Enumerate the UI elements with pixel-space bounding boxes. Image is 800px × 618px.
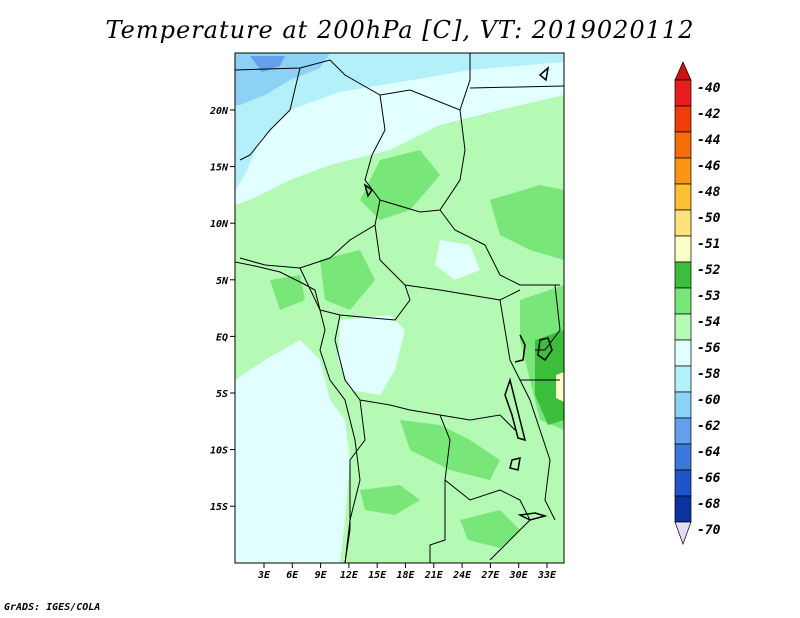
lat-label: 20N bbox=[209, 106, 229, 117]
country-borders bbox=[235, 53, 564, 563]
legend-label: -52 bbox=[697, 263, 721, 278]
legend-label: -60 bbox=[697, 393, 721, 408]
legend-label: -66 bbox=[697, 471, 721, 486]
color-legend: -40 -42 -44 -46 -48 -50 -51 -52 -53 -54 -56 -58 -60 -… bbox=[674, 61, 721, 546]
lat-label: 10S bbox=[210, 446, 228, 457]
legend-swatch bbox=[674, 209, 692, 237]
legend-label: -68 bbox=[697, 497, 721, 512]
legend-swatch bbox=[674, 495, 692, 523]
longitude-axis: 3E 6E 9E 12E 15E 18E 21E 24E 27E 30E 33E bbox=[257, 563, 557, 581]
legend-arrow-bottom bbox=[674, 521, 692, 546]
coastline bbox=[235, 261, 361, 563]
legend-swatch bbox=[674, 157, 692, 185]
region-minus54-congo bbox=[338, 315, 405, 395]
legend-label: -58 bbox=[697, 367, 721, 382]
lat-label: 15N bbox=[210, 163, 229, 174]
lon-label: 24E bbox=[452, 570, 472, 581]
lat-label: 5N bbox=[216, 276, 229, 287]
legend-label: -62 bbox=[697, 419, 721, 434]
lon-label: 21E bbox=[424, 570, 444, 581]
legend-swatch bbox=[674, 105, 692, 133]
lat-label: EQ bbox=[216, 332, 228, 343]
legend-label: -64 bbox=[697, 445, 721, 460]
legend-swatch bbox=[674, 417, 692, 445]
lon-label: 3E bbox=[257, 570, 271, 581]
map-fill bbox=[235, 53, 564, 563]
legend-swatch bbox=[674, 391, 692, 419]
legend-swatch bbox=[674, 313, 692, 341]
lon-label: 27E bbox=[480, 570, 500, 581]
lon-label: 6E bbox=[286, 570, 299, 581]
legend-label: -50 bbox=[697, 211, 721, 226]
lon-label: 15E bbox=[368, 570, 387, 581]
legend-label: -48 bbox=[697, 185, 721, 200]
map-title: Temperature at 200hPa [C], VT: 201902011… bbox=[105, 16, 695, 44]
legend-label: -44 bbox=[697, 133, 721, 148]
legend-swatch bbox=[674, 287, 692, 315]
legend-label: -70 bbox=[697, 523, 721, 538]
latitude-axis: 20N 15N 10N 5N EQ 5S 10S 15S bbox=[209, 106, 235, 513]
lat-label: 15S bbox=[210, 502, 228, 513]
legend-swatch bbox=[674, 339, 692, 367]
legend-label: -56 bbox=[697, 341, 721, 356]
legend-swatch bbox=[674, 235, 692, 263]
lon-label: 18E bbox=[396, 570, 415, 581]
lat-label: 10N bbox=[210, 219, 229, 230]
legend-swatch bbox=[674, 365, 692, 393]
lon-label: 33E bbox=[537, 570, 557, 581]
legend-label: -54 bbox=[697, 315, 721, 330]
lat-label: 5S bbox=[216, 389, 228, 400]
legend-swatch bbox=[674, 261, 692, 289]
legend-label: -42 bbox=[697, 107, 721, 122]
region-minus54-west bbox=[235, 340, 350, 563]
legend-swatch bbox=[674, 469, 692, 497]
legend-arrow-top bbox=[674, 61, 692, 81]
legend-swatch bbox=[674, 183, 692, 211]
region-minus56-north bbox=[235, 53, 564, 190]
region-minus52-east bbox=[490, 185, 564, 260]
legend-label: -51 bbox=[697, 237, 720, 252]
legend-label: -46 bbox=[697, 159, 721, 174]
plot-frame bbox=[234, 52, 565, 564]
legend-swatch bbox=[674, 131, 692, 159]
grads-credit: GrADS: IGES/COLA bbox=[4, 602, 101, 613]
legend-swatch bbox=[674, 443, 692, 471]
lakes bbox=[363, 66, 553, 521]
legend-label: -53 bbox=[697, 289, 721, 304]
legend-label: -40 bbox=[697, 81, 721, 96]
lon-label: 30E bbox=[509, 570, 529, 581]
lon-label: 9E bbox=[315, 570, 328, 581]
lon-label: 12E bbox=[340, 570, 359, 581]
legend-swatch bbox=[674, 79, 692, 107]
